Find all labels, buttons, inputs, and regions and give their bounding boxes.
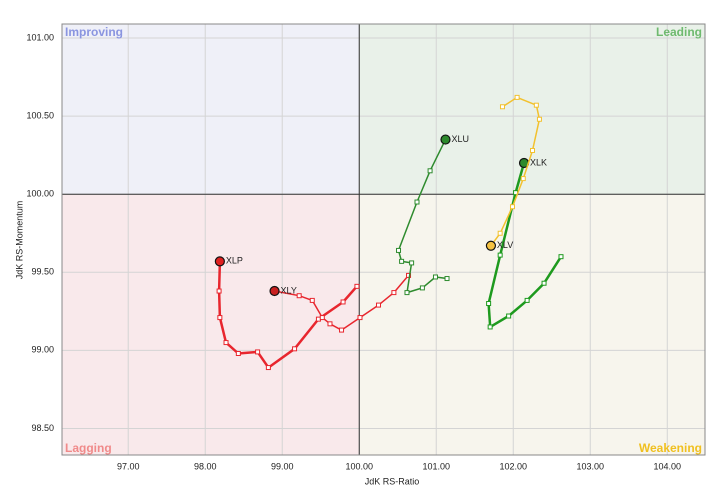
tail-marker <box>223 340 229 346</box>
tail-marker <box>406 272 412 278</box>
tail-marker <box>536 116 542 122</box>
tail-marker <box>414 199 420 205</box>
tail-marker <box>409 260 415 266</box>
quadrant-label: Improving <box>65 25 123 39</box>
tail-marker <box>309 297 315 303</box>
x-tick-label: 99.00 <box>271 461 294 471</box>
tail-marker <box>327 321 333 327</box>
tail-marker <box>432 274 438 280</box>
x-tick-label: 98.00 <box>194 461 217 471</box>
tail-marker <box>339 327 345 333</box>
y-axis-title: JdK RS-Momentum <box>14 201 24 280</box>
tail-marker <box>419 285 425 291</box>
x-tick-label: 100.00 <box>345 461 373 471</box>
tail-marker <box>486 301 492 307</box>
y-tick-label: 100.50 <box>26 111 54 121</box>
tail-marker <box>404 290 410 296</box>
tail-marker <box>340 299 346 305</box>
tail-marker <box>497 230 503 236</box>
x-tick-label: 101.00 <box>422 461 450 471</box>
quadrant <box>359 194 705 455</box>
tail-marker <box>487 324 493 330</box>
series-label: XLK <box>530 157 547 167</box>
x-tick-label: 103.00 <box>576 461 604 471</box>
tail-marker <box>541 280 547 286</box>
tail-marker <box>530 147 536 153</box>
quadrant <box>359 24 705 195</box>
tail-marker <box>427 168 433 174</box>
series-label: XLV <box>497 240 513 250</box>
tail-line <box>273 274 410 331</box>
tail-marker <box>533 102 539 108</box>
tail-marker <box>558 254 564 260</box>
tail-line <box>397 138 448 294</box>
y-tick-label: 99.50 <box>31 267 54 277</box>
head-marker <box>214 256 225 267</box>
head-marker <box>485 240 497 251</box>
tail-marker <box>357 315 363 321</box>
y-tick-label: 101.00 <box>26 32 54 42</box>
tail-marker <box>217 315 223 321</box>
tail-marker <box>391 290 397 296</box>
tail-marker <box>396 247 402 253</box>
head-marker <box>269 285 280 297</box>
tail-marker <box>399 258 405 264</box>
quadrant <box>62 24 360 195</box>
y-tick-label: 98.50 <box>31 423 54 433</box>
tail-marker <box>216 288 222 294</box>
x-tick-label: 102.00 <box>499 461 527 471</box>
tail-marker <box>509 204 515 210</box>
tail-marker <box>506 313 512 319</box>
series-label: XLP <box>226 256 243 266</box>
quadrant-label: Weakening <box>639 441 702 455</box>
quadrant-label: Leading <box>656 25 702 39</box>
x-axis-title: JdK RS-Ratio <box>365 476 420 486</box>
tail-marker <box>292 346 298 352</box>
series-label: XLY <box>281 285 297 295</box>
tail-marker <box>524 297 530 303</box>
tail-marker <box>497 252 503 258</box>
tail-marker <box>354 283 360 289</box>
plot-frame <box>61 23 706 456</box>
tail-marker <box>520 176 526 182</box>
tail-marker <box>319 315 325 321</box>
tail-marker <box>235 350 241 356</box>
tail-marker <box>444 276 450 282</box>
quadrant-label: Lagging <box>65 441 112 455</box>
y-tick-label: 99.00 <box>31 345 54 355</box>
x-tick-label: 97.00 <box>117 461 140 471</box>
tail-marker <box>255 349 261 355</box>
series-label: XLU <box>451 134 469 144</box>
head-marker <box>440 134 451 145</box>
tail-marker <box>265 365 271 371</box>
tail-marker <box>375 302 381 308</box>
tail-marker <box>296 293 302 299</box>
tail-marker <box>514 94 520 100</box>
quadrant <box>62 194 360 455</box>
tail-marker <box>499 104 505 110</box>
y-tick-label: 100.00 <box>26 189 54 199</box>
x-tick-label: 104.00 <box>654 461 682 471</box>
